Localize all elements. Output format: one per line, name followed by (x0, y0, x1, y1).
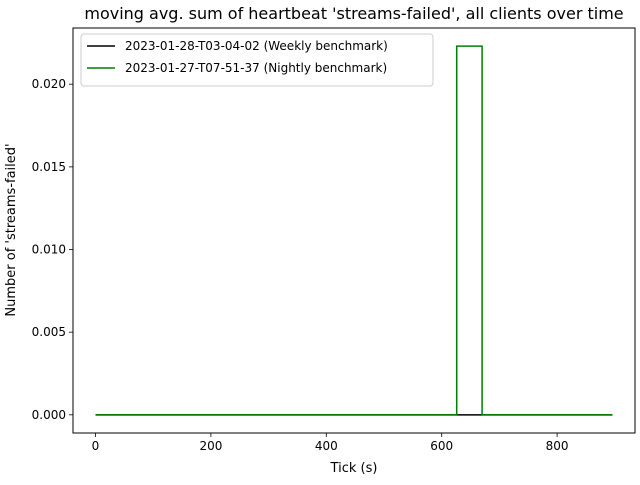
y-tick-label: 0.005 (32, 325, 66, 339)
x-tick-label: 400 (315, 439, 338, 453)
y-tick-label: 0.010 (32, 243, 66, 257)
y-tick-label: 0.000 (32, 408, 66, 422)
x-axis: 0 200 400 600 800 (92, 433, 569, 453)
legend-box (80, 33, 434, 87)
series-lines (95, 45, 613, 416)
y-tick-label: 0.020 (32, 77, 66, 91)
x-tick-label: 800 (546, 439, 569, 453)
legend: 2023-01-28-T03-04-02 (Weekly benchmark) 2… (80, 33, 434, 87)
x-tick-label: 200 (199, 439, 222, 453)
x-axis-label: Tick (s) (330, 461, 378, 476)
axes-frame (72, 27, 636, 434)
y-tick-label: 0.015 (32, 160, 66, 174)
legend-label: 2023-01-28-T03-04-02 (Weekly benchmark) (125, 39, 388, 53)
chart-title: moving avg. sum of heartbeat 'streams-fa… (84, 4, 623, 23)
x-tick-label: 600 (430, 439, 453, 453)
y-axis-label: Number of 'streams-failed' (4, 143, 19, 316)
x-tick-label: 0 (92, 439, 100, 453)
series-line-1 (95, 45, 613, 416)
legend-label: 2023-01-27-T07-51-37 (Nightly benchmark) (125, 61, 387, 75)
y-axis: 0.000 0.005 0.010 0.015 0.020 (32, 77, 73, 422)
